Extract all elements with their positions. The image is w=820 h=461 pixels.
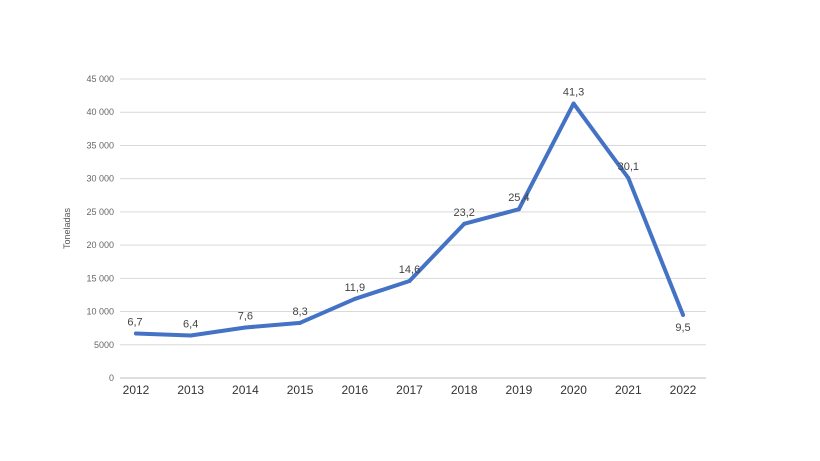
data-label: 25,4 — [508, 192, 529, 204]
y-tick-label: 40 000 — [86, 107, 114, 117]
y-tick-label: 10 000 — [86, 307, 114, 317]
data-point — [407, 278, 412, 283]
x-tick-label: 2015 — [287, 383, 314, 397]
x-tick-label: 2017 — [396, 383, 423, 397]
x-tick-label: 2020 — [560, 383, 587, 397]
y-tick-label: 15 000 — [86, 273, 114, 283]
data-point — [243, 325, 248, 330]
y-axis-label: Toneladas — [62, 207, 72, 249]
y-tick-label: 20 000 — [86, 240, 114, 250]
data-labels: 6,7 6,4 7,6 8,3 11,9 14,6 23,2 25,4 41,3 30,1 9,5 — [127, 87, 690, 334]
data-point — [188, 333, 193, 338]
y-tick-label: 25 000 — [86, 207, 114, 217]
x-tick-label: 2021 — [615, 383, 642, 397]
data-label: 6,4 — [183, 318, 198, 330]
data-label: 14,6 — [399, 264, 420, 276]
series — [134, 101, 685, 338]
data-label: 23,2 — [453, 207, 474, 219]
y-tick-label: 5000 — [94, 340, 114, 350]
y-tick-label: 35 000 — [86, 140, 114, 150]
data-label: 6,7 — [127, 316, 142, 328]
y-tick-label: 30 000 — [86, 174, 114, 184]
data-label: 7,6 — [238, 311, 253, 323]
y-axis-ticks: 0 5000 10 000 15 000 20 000 25 000 30 000 35 00… — [86, 74, 114, 383]
data-label: 9,5 — [675, 322, 690, 334]
x-tick-label: 2012 — [123, 383, 150, 397]
data-label: 41,3 — [563, 87, 584, 99]
data-point — [298, 320, 303, 325]
data-point — [626, 176, 631, 181]
data-label: 30,1 — [618, 161, 639, 173]
x-tick-label: 2014 — [232, 383, 259, 397]
x-tick-label: 2019 — [506, 383, 533, 397]
data-label: 8,3 — [292, 306, 307, 318]
y-tick-label: 45 000 — [86, 74, 114, 84]
data-point — [516, 207, 521, 212]
x-tick-label: 2018 — [451, 383, 478, 397]
x-tick-label: 2016 — [341, 383, 368, 397]
data-point — [134, 331, 138, 336]
x-tick-label: 2022 — [670, 383, 697, 397]
gridlines — [120, 78, 706, 379]
x-tick-label: 2013 — [177, 383, 204, 397]
data-label: 11,9 — [345, 282, 366, 294]
x-axis-ticks: 2012 2013 2014 2015 2016 2017 2018 2019 2020 2021… — [123, 383, 697, 397]
data-point — [571, 101, 576, 106]
y-tick-label: 0 — [109, 373, 114, 383]
data-point — [462, 221, 467, 226]
series-line — [134, 101, 685, 338]
data-point — [681, 312, 685, 317]
data-point — [352, 296, 357, 301]
